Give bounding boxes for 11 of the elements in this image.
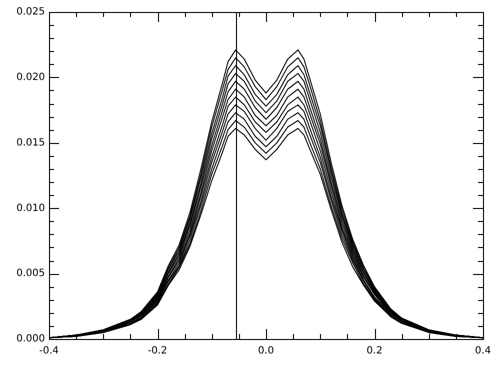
x-tick-label: 0.0 (258, 346, 274, 357)
x-tick-label: 0.2 (366, 346, 382, 357)
x-tick-label: -0.4 (39, 346, 59, 357)
y-tick-label: 0.005 (16, 268, 45, 280)
x-tick-label: 0.4 (475, 346, 491, 357)
y-tick-label: 0.025 (16, 6, 45, 18)
y-tick-label: 0.015 (16, 137, 45, 148)
y-tick-label: 0.010 (16, 202, 45, 214)
x-tick-label: -0.2 (148, 346, 168, 357)
y-tick-label: 0.000 (16, 334, 45, 345)
y-tick-label: 0.020 (16, 72, 45, 83)
